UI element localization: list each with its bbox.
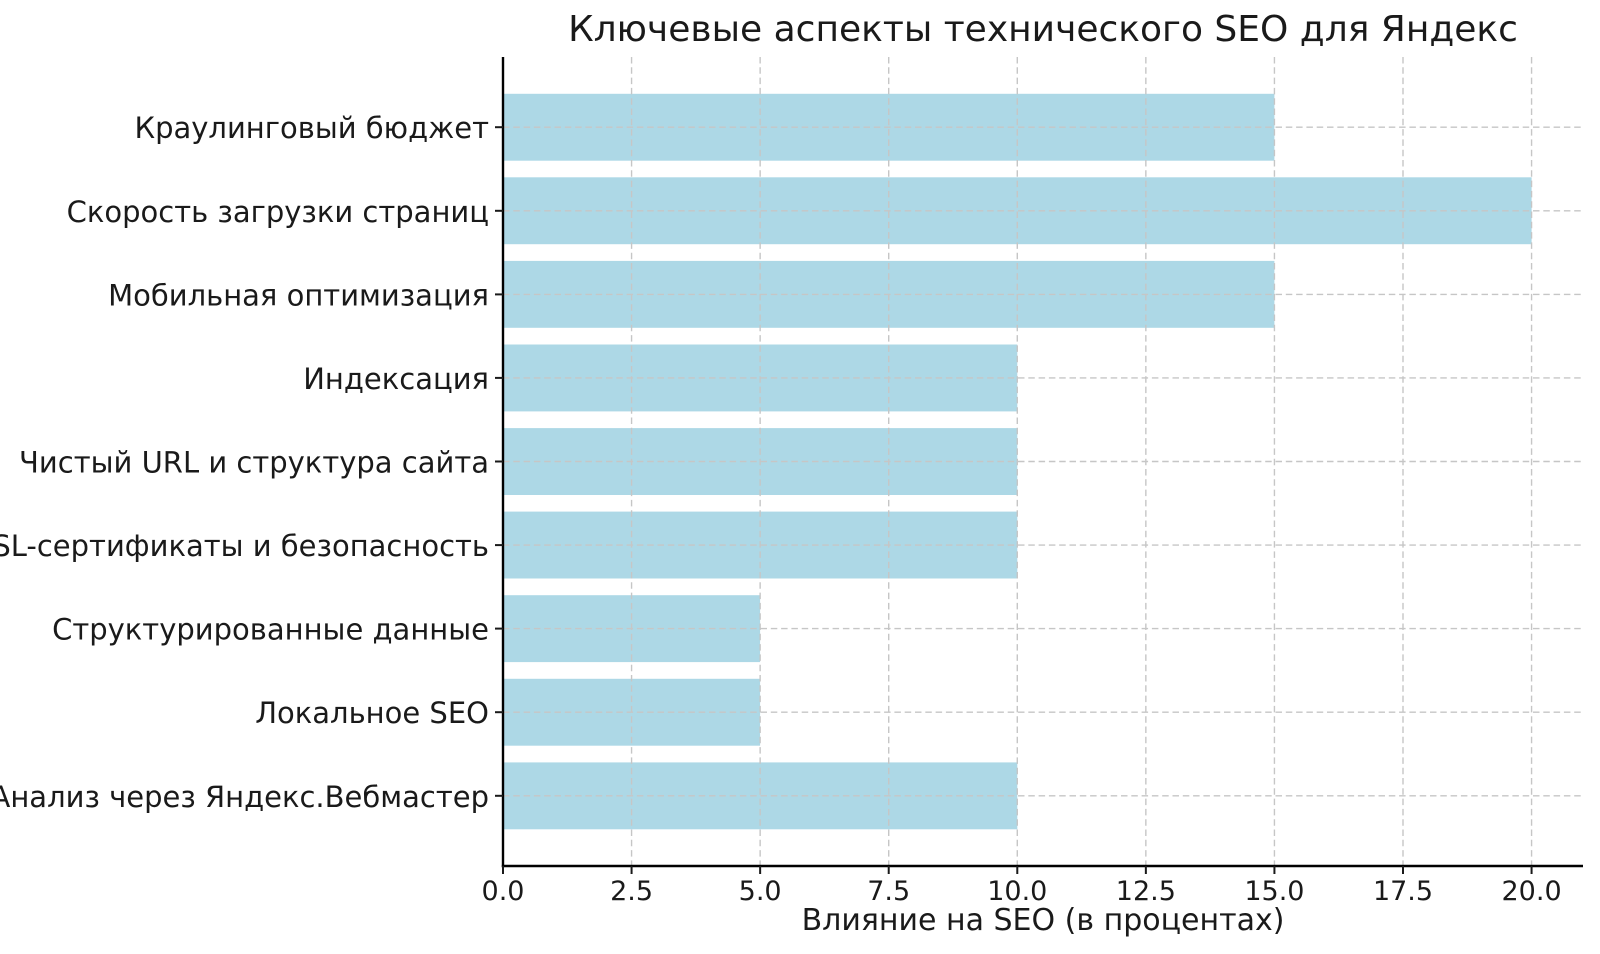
y-tick-label: Локальное SEO bbox=[255, 696, 489, 730]
y-tick-label: Краулинговый бюджет bbox=[134, 111, 489, 145]
x-tick-label: 2.5 bbox=[610, 876, 653, 907]
x-axis-label: Влияние на SEO (в процентах) bbox=[801, 903, 1285, 938]
chart-title: Ключевые аспекты технического SEO для Ян… bbox=[568, 9, 1518, 50]
x-tick-label: 20.0 bbox=[1502, 876, 1562, 907]
y-tick-label: Анализ через Яндекс.Вебмастер bbox=[0, 780, 489, 814]
x-tick-label: 7.5 bbox=[867, 876, 910, 907]
x-tick-label: 10.0 bbox=[987, 876, 1047, 907]
x-tick-label: 5.0 bbox=[739, 876, 782, 907]
y-tick-label: Индексация bbox=[303, 362, 489, 396]
y-tick-label: Структурированные данные bbox=[52, 613, 489, 647]
y-tick-label: Скорость загрузки страниц bbox=[67, 195, 489, 229]
x-tick-label: 17.5 bbox=[1373, 876, 1433, 907]
y-tick-label: Мобильная оптимизация bbox=[108, 278, 489, 312]
x-tick-label: 12.5 bbox=[1116, 876, 1176, 907]
y-tick-label: Чистый URL и структура сайта bbox=[19, 446, 489, 480]
x-tick-label: 0.0 bbox=[482, 876, 525, 907]
x-tick-label: 15.0 bbox=[1244, 876, 1304, 907]
y-tick-label: SSL-сертификаты и безопасность bbox=[0, 529, 489, 563]
